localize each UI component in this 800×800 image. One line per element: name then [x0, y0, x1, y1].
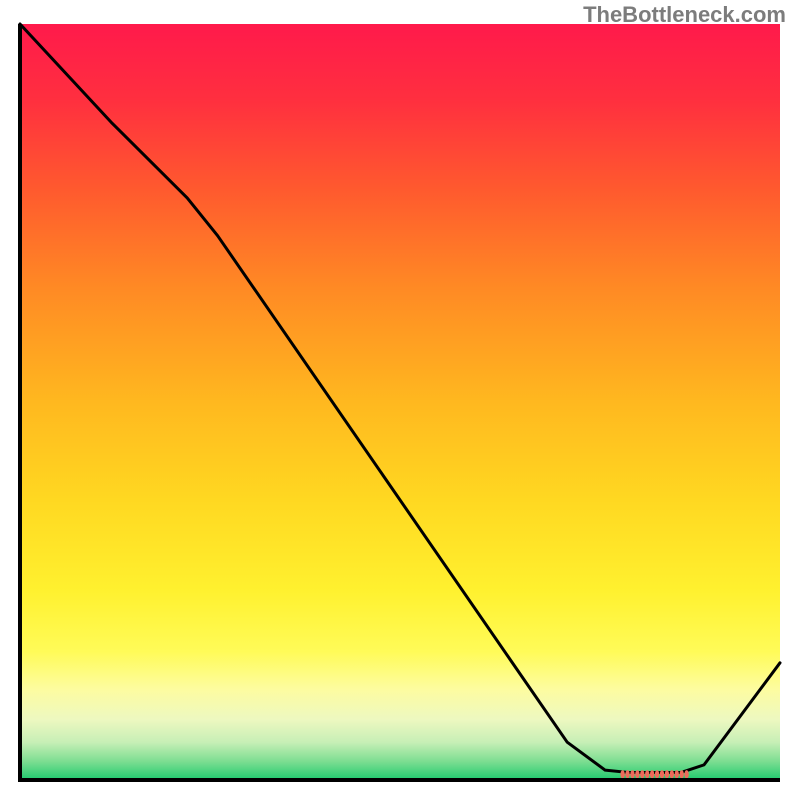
watermark-text: TheBottleneck.com [583, 2, 786, 28]
bottleneck-chart [0, 0, 800, 800]
chart-background [20, 24, 780, 780]
